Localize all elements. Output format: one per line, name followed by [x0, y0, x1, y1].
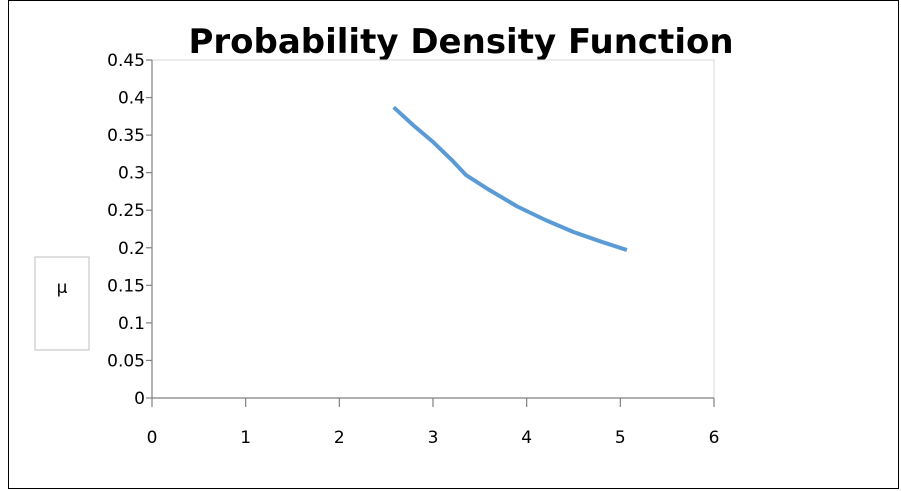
x-axis-ticks: 0 1 2 3 4 5 6 [147, 398, 720, 448]
y-tick-label: 0.15 [107, 276, 145, 296]
y-axis-label-box [34, 256, 90, 351]
series-layer [392, 105, 628, 252]
x-tick-label: 1 [240, 428, 251, 448]
chart-frame [8, 0, 899, 489]
y-tick-label: 0.25 [107, 201, 145, 221]
x-tick-label: 4 [521, 428, 532, 448]
y-axis-ticks: 0 0.05 0.1 0.15 0.2 0.25 0.3 0.35 0.4 0.45 [107, 51, 152, 409]
x-tick-label: 6 [709, 428, 720, 448]
y-tick-label: 0.35 [107, 126, 145, 146]
y-tick-label: 0.45 [107, 51, 145, 71]
series-line [392, 105, 628, 252]
y-tick-label: 0.4 [118, 89, 145, 109]
y-tick-label: 0.3 [118, 164, 145, 184]
chart-title: Probability Density Function [188, 22, 733, 62]
y-tick-label: 0.2 [118, 239, 145, 259]
plot-area [151, 59, 715, 399]
x-tick-label: 3 [428, 428, 439, 448]
y-tick-label: 0.05 [107, 351, 145, 371]
x-tick-label: 0 [147, 428, 158, 448]
y-tick-label: 0.1 [118, 314, 145, 334]
y-axis-label: μ [57, 278, 68, 298]
x-tick-label: 2 [334, 428, 345, 448]
y-tick-label: 0 [134, 389, 145, 409]
x-tick-label: 5 [615, 428, 626, 448]
